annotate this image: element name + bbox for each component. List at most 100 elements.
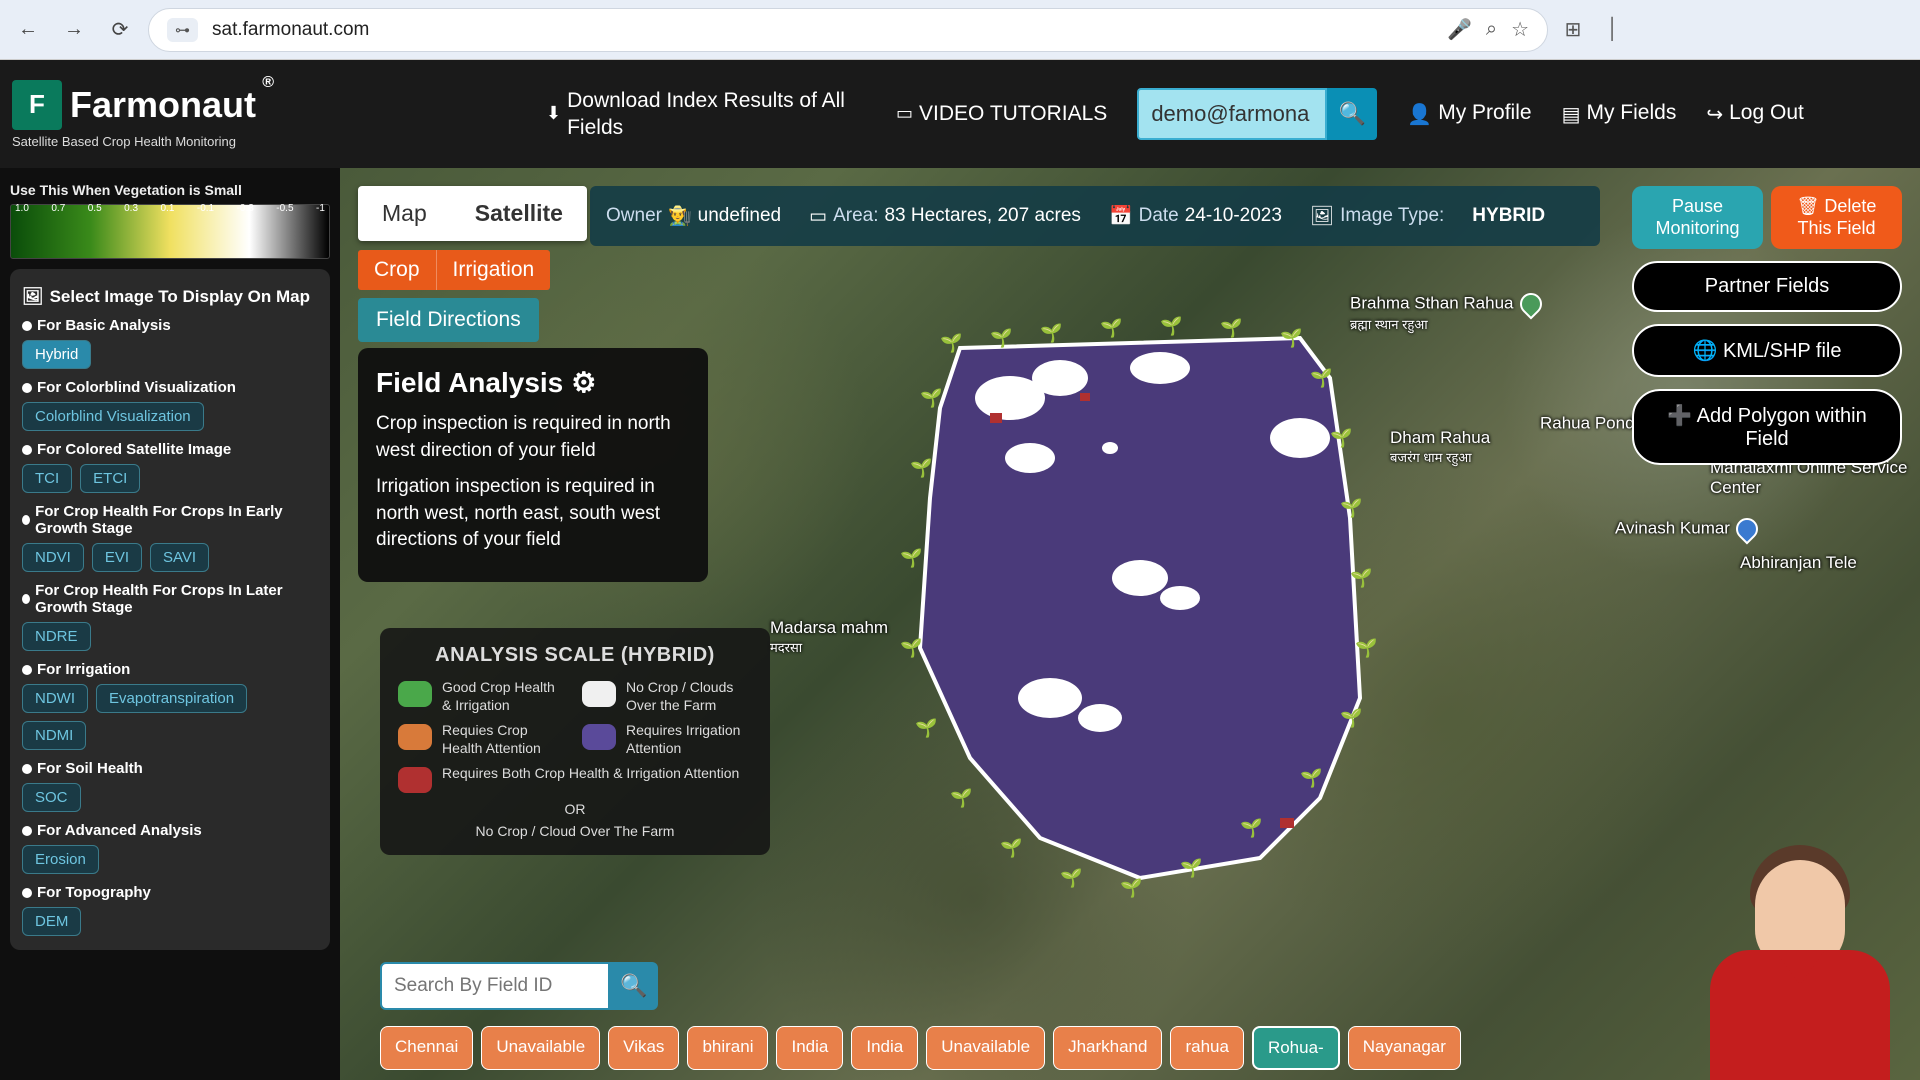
- crop-irrigation-toggle: Crop Irrigation: [358, 250, 550, 290]
- index-chip[interactable]: Colorblind Visualization: [22, 402, 204, 431]
- map-tab[interactable]: Map: [358, 186, 451, 241]
- vegetation-hint: Use This When Vegetation is Small: [10, 182, 330, 198]
- menu-divider: │: [1598, 15, 1628, 45]
- field-chip[interactable]: Jharkhand: [1053, 1026, 1162, 1070]
- logo-icon: F: [12, 80, 62, 130]
- map-place-label: Dham Rahuaबजरंग धाम रहुआ: [1390, 428, 1490, 466]
- index-chip[interactable]: Hybrid: [22, 340, 91, 369]
- scale-item: No Crop / Clouds Over the Farm: [582, 679, 752, 714]
- irrigation-tab[interactable]: Irrigation: [437, 250, 551, 290]
- calendar-icon: 📅: [1109, 204, 1133, 228]
- grad-tick: 0.1: [161, 203, 175, 214]
- pause-monitoring-button[interactable]: Pause Monitoring: [1632, 186, 1763, 249]
- back-button[interactable]: ←: [10, 12, 46, 48]
- crop-tab[interactable]: Crop: [358, 250, 437, 290]
- grad-tick: 0.7: [51, 203, 65, 214]
- download-results-link[interactable]: ⬇ Download Index Results of All Fields: [546, 87, 866, 142]
- index-chip[interactable]: NDWI: [22, 684, 88, 713]
- chip-row: SOC: [22, 783, 318, 812]
- scale-item: Requies Crop Health Attention: [398, 722, 568, 757]
- field-chip[interactable]: India: [776, 1026, 843, 1070]
- plant-marker-icon: 🌱: [920, 388, 942, 409]
- map-place-label: Madarsa mahmमदरसा: [770, 618, 888, 656]
- image-type-icon: 🖼: [1310, 204, 1334, 228]
- forward-button[interactable]: →: [56, 12, 92, 48]
- index-chip[interactable]: Erosion: [22, 845, 99, 874]
- field-chip[interactable]: Nayanagar: [1348, 1026, 1461, 1070]
- analysis-p2: Irrigation inspection is required in nor…: [376, 474, 690, 554]
- field-chip[interactable]: India: [851, 1026, 918, 1070]
- logout-link[interactable]: ↪ Log Out: [1706, 100, 1804, 128]
- field-chip[interactable]: Unavailable: [926, 1026, 1045, 1070]
- sidebar: Use This When Vegetation is Small 1.0 0.7…: [0, 168, 340, 1080]
- grad-tick: 1.0: [15, 203, 29, 214]
- chip-row: Erosion: [22, 845, 318, 874]
- search-field-input[interactable]: [380, 962, 610, 1010]
- my-fields-link[interactable]: ▤ My Fields: [1562, 100, 1677, 128]
- brand-name: Farmonaut ®: [70, 84, 256, 126]
- key-icon[interactable]: ⌕: [1486, 18, 1497, 41]
- scale-item: Requires Irrigation Attention: [582, 722, 752, 757]
- analysis-p1: Crop inspection is required in north wes…: [376, 411, 690, 464]
- map-right-buttons: Pause Monitoring 🗑 Delete This Field Par…: [1632, 186, 1902, 465]
- index-chip[interactable]: ETCI: [80, 464, 140, 493]
- plant-marker-icon: 🌱: [1280, 328, 1302, 349]
- my-profile-link[interactable]: 👤 My Profile: [1407, 100, 1531, 128]
- reload-button[interactable]: ⟳: [102, 12, 138, 48]
- site-info-icon[interactable]: ⊶: [167, 18, 198, 42]
- field-chip[interactable]: Vikas: [608, 1026, 679, 1070]
- partner-fields-button[interactable]: Partner Fields: [1632, 261, 1902, 312]
- date-value: 24-10-2023: [1185, 205, 1282, 227]
- delete-field-button[interactable]: 🗑 Delete This Field: [1771, 186, 1902, 249]
- kml-shp-button[interactable]: 🌐 KML/SHP file: [1632, 324, 1902, 377]
- field-chip[interactable]: Chennai: [380, 1026, 473, 1070]
- browser-toolbar: ← → ⟳ ⊶ sat.farmonaut.com 🎤 ⌕ ☆ ⊞ │: [0, 0, 1920, 60]
- area-value: 83 Hectares, 207 acres: [884, 205, 1080, 227]
- address-bar[interactable]: ⊶ sat.farmonaut.com 🎤 ⌕ ☆: [148, 8, 1548, 52]
- scale-item: Good Crop Health & Irrigation: [398, 679, 568, 714]
- header-search-button[interactable]: 🔍: [1327, 88, 1377, 140]
- field-chip[interactable]: Rohua-: [1252, 1026, 1340, 1070]
- header-search-input[interactable]: [1137, 88, 1327, 140]
- grad-tick: 0.5: [88, 203, 102, 214]
- satellite-tab[interactable]: Satellite: [451, 186, 587, 241]
- field-chip-row: ChennaiUnavailableVikasbhiraniIndiaIndia…: [380, 1026, 1560, 1070]
- field-chip[interactable]: bhirani: [687, 1026, 768, 1070]
- star-icon[interactable]: ☆: [1511, 17, 1529, 42]
- index-chip[interactable]: DEM: [22, 907, 81, 936]
- add-polygon-button[interactable]: ➕ Add Polygon within Field: [1632, 389, 1902, 465]
- index-chip[interactable]: TCI: [22, 464, 72, 493]
- brand-block: F Farmonaut ® Satellite Based Crop Healt…: [12, 80, 256, 149]
- index-chip[interactable]: SAVI: [150, 543, 209, 572]
- index-chip[interactable]: NDVI: [22, 543, 84, 572]
- video-tutorials-link[interactable]: ▭ VIDEO TUTORIALS: [896, 100, 1107, 127]
- brand-name-text: Farmonaut: [70, 84, 256, 125]
- scale-or: OR: [398, 801, 752, 817]
- extensions-icon[interactable]: ⊞: [1558, 15, 1588, 45]
- grad-tick: -1: [316, 203, 325, 214]
- map-area[interactable]: Map Satellite Owner 👨‍🌾 undefined ▭Area:…: [340, 168, 1920, 1080]
- index-chip[interactable]: NDMI: [22, 721, 86, 750]
- field-chip[interactable]: Unavailable: [481, 1026, 600, 1070]
- mic-off-icon[interactable]: 🎤: [1447, 17, 1472, 42]
- chip-row: NDVI EVI SAVI: [22, 543, 318, 572]
- plant-marker-icon: 🌱: [1000, 838, 1022, 859]
- chip-row: Colorblind Visualization: [22, 402, 318, 431]
- field-directions-button[interactable]: Field Directions: [358, 298, 539, 342]
- search-field-wrap: 🔍: [380, 962, 658, 1010]
- brand-reg: ®: [262, 74, 274, 92]
- search-field-button[interactable]: 🔍: [610, 962, 658, 1010]
- sidebar-group-label: For Advanced Analysis: [22, 822, 318, 839]
- plant-marker-icon: 🌱: [900, 638, 922, 659]
- profile-text: My Profile: [1438, 100, 1531, 126]
- field-chip[interactable]: rahua: [1170, 1026, 1243, 1070]
- plant-marker-icon: 🌱: [1160, 316, 1182, 337]
- index-chip[interactable]: NDRE: [22, 622, 91, 651]
- index-chip[interactable]: EVI: [92, 543, 142, 572]
- index-chip[interactable]: SOC: [22, 783, 81, 812]
- kml-text: KML/SHP file: [1723, 340, 1842, 362]
- area-icon: ▭: [809, 205, 827, 228]
- app-header: F Farmonaut ® Satellite Based Crop Healt…: [0, 60, 1920, 168]
- index-chip[interactable]: Evapotranspiration: [96, 684, 247, 713]
- owner-value: undefined: [698, 205, 781, 227]
